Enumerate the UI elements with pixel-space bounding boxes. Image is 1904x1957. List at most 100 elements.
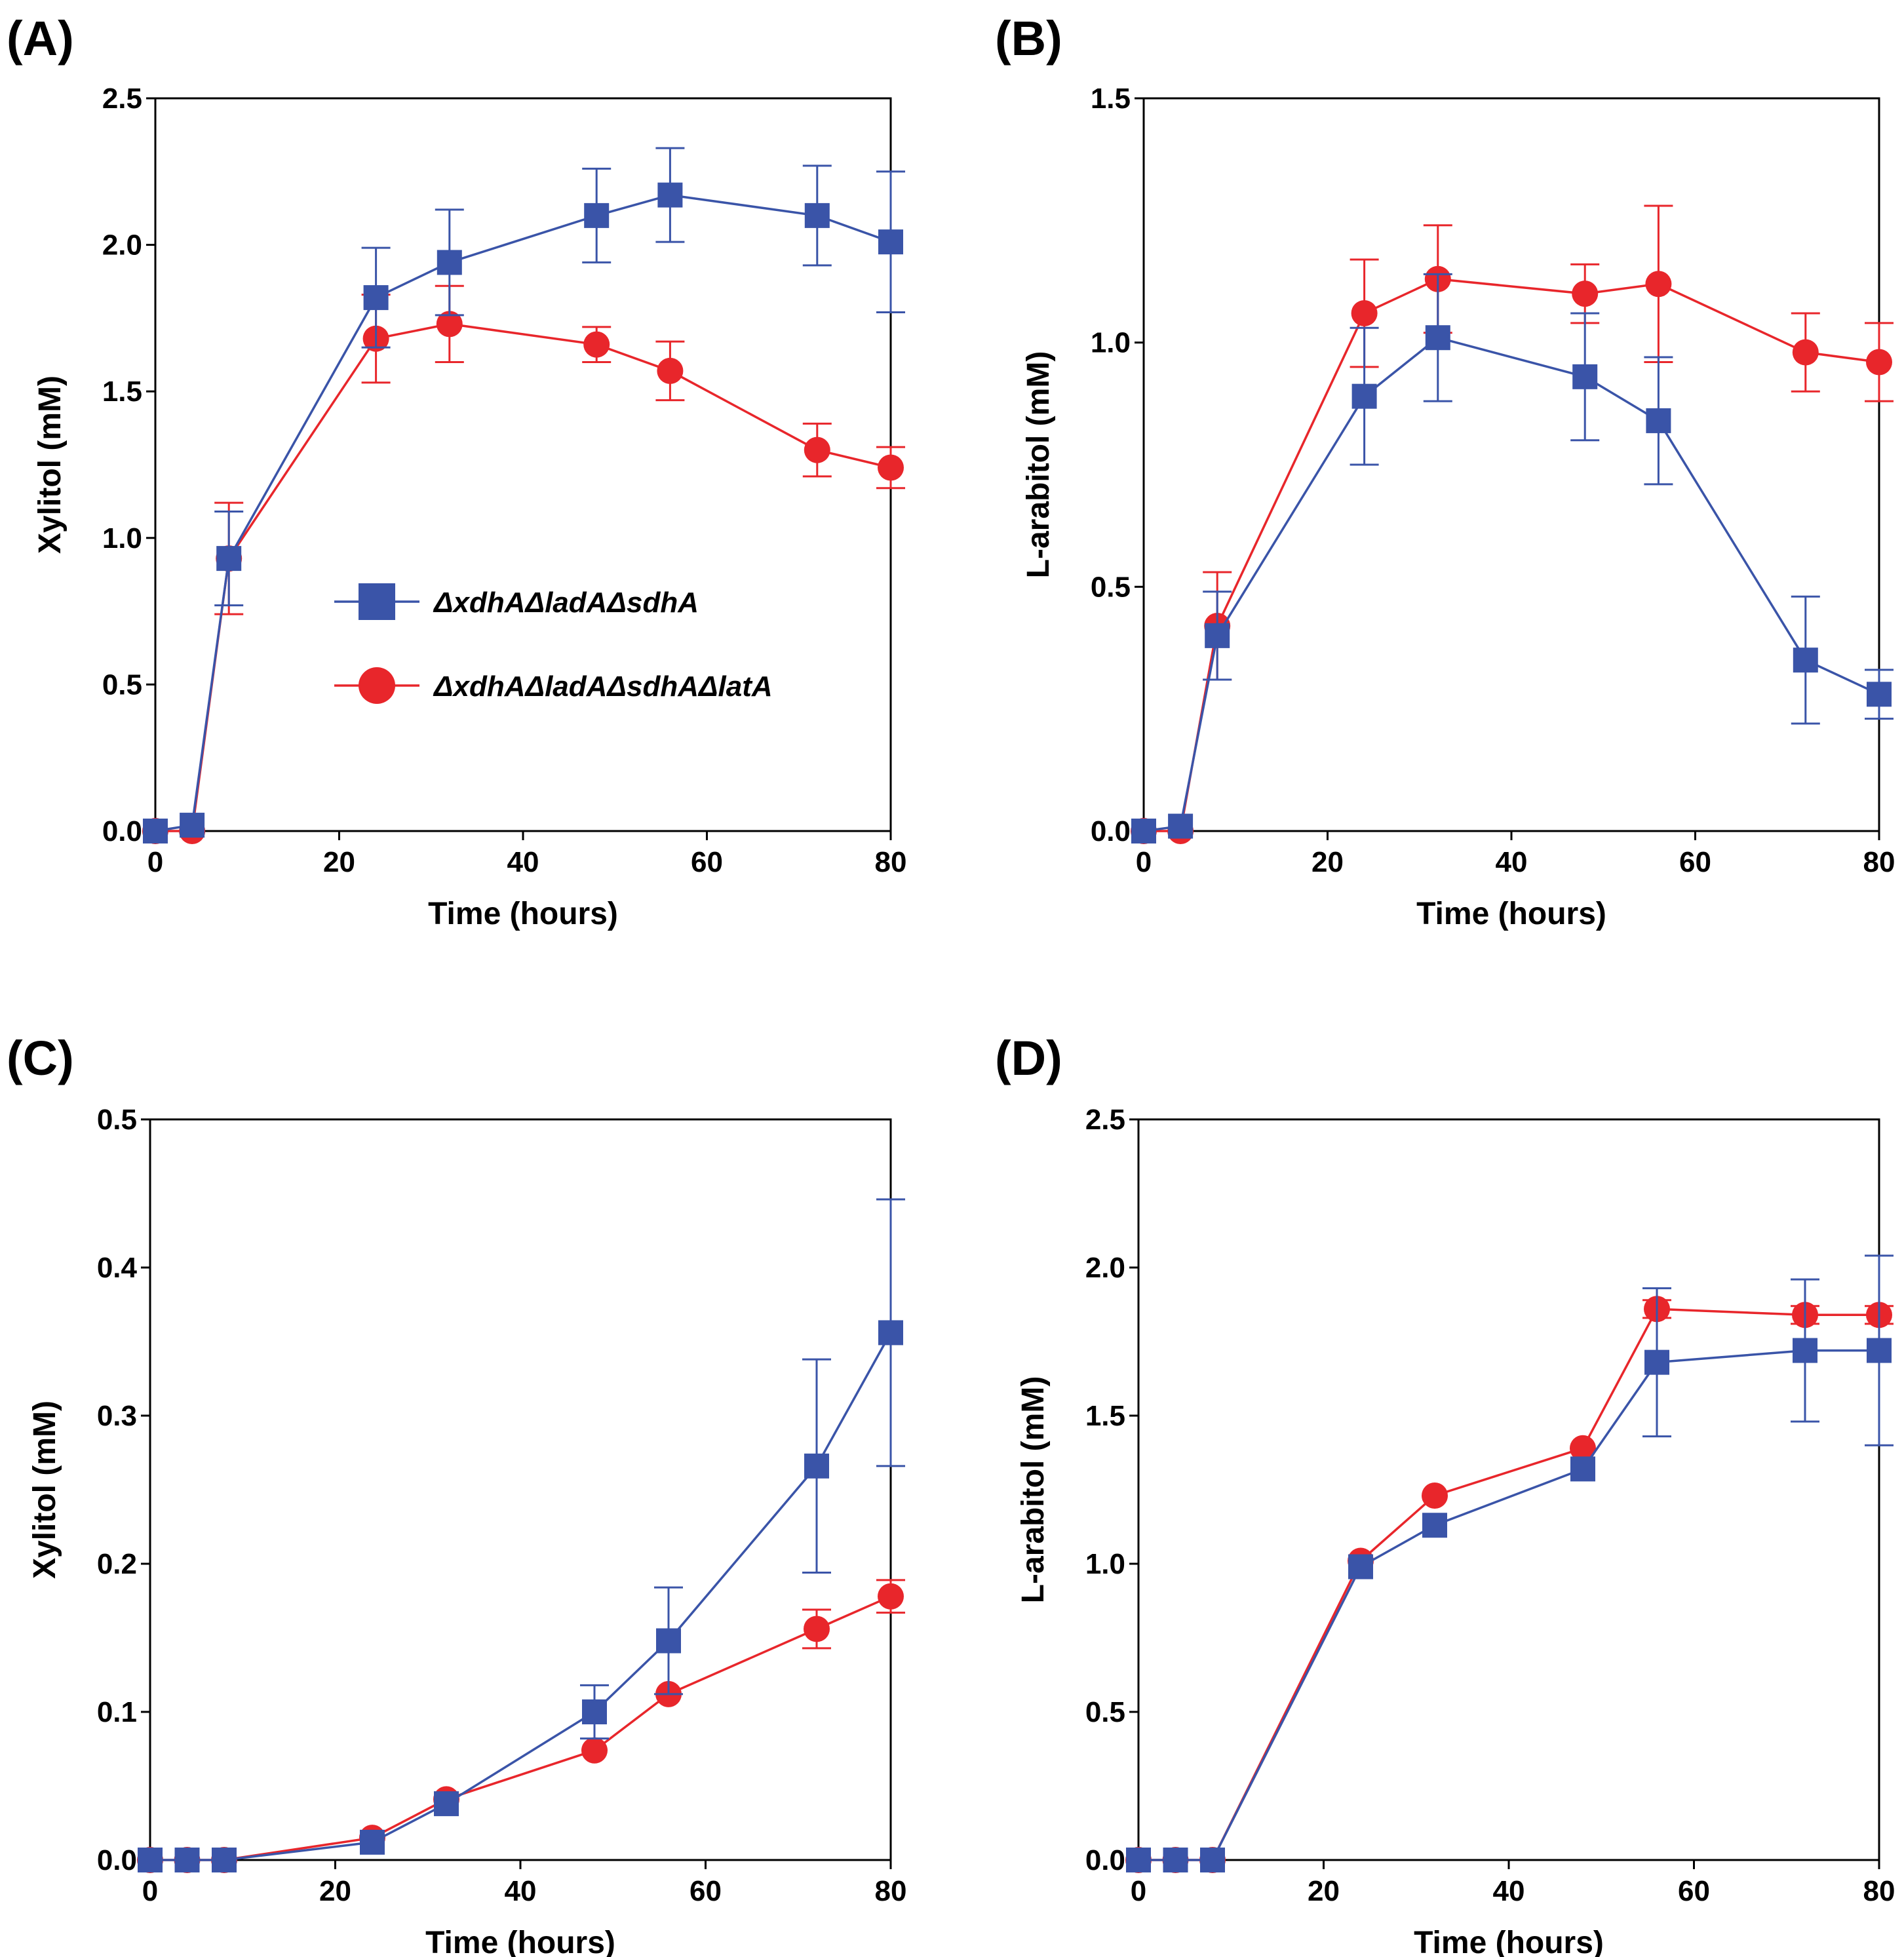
series-line bbox=[155, 322, 891, 832]
series-blue-squares bbox=[143, 147, 905, 843]
data-point-square bbox=[1422, 1513, 1447, 1538]
data-point-square bbox=[1867, 1338, 1892, 1363]
data-point-square bbox=[582, 1699, 607, 1724]
x-tick-label: 0 bbox=[147, 846, 163, 878]
data-point-circle bbox=[1351, 300, 1378, 326]
x-tick-label: 60 bbox=[691, 846, 723, 878]
panel-label: (B) bbox=[995, 11, 1062, 66]
y-tick-label: 1.5 bbox=[1085, 1400, 1125, 1432]
panel-label: (A) bbox=[7, 11, 74, 66]
data-point-square bbox=[878, 229, 903, 255]
y-axis-title: L-arabitol (mM) bbox=[1016, 1376, 1051, 1604]
data-point-square bbox=[1793, 1338, 1817, 1363]
x-tick-label: 20 bbox=[1308, 1875, 1340, 1907]
chart-panel-d: (D) 0.0 0.5 1.0 1.5 2.0 2.5 0 20 40 60 80 Time (hour… bbox=[995, 1031, 1895, 1957]
y-tick-label: 0.3 bbox=[97, 1400, 137, 1432]
data-point-square bbox=[1646, 408, 1671, 433]
data-point-circle bbox=[581, 1737, 608, 1764]
series-red-circles bbox=[1131, 204, 1894, 844]
data-point-square bbox=[434, 1791, 459, 1817]
y-tick-label: 2.0 bbox=[102, 229, 142, 262]
series-line bbox=[1144, 278, 1880, 832]
x-tick-label: 40 bbox=[1493, 1875, 1525, 1907]
legend-square-marker bbox=[359, 583, 395, 620]
data-point-square bbox=[360, 1829, 385, 1855]
legend-entry: ΔxdhAΔladAΔsdhAΔlatA bbox=[334, 667, 773, 704]
series-red-circles bbox=[142, 284, 905, 844]
data-point-square bbox=[1572, 364, 1598, 389]
x-tick-label: 60 bbox=[1679, 846, 1711, 878]
plot-frame bbox=[1142, 97, 1880, 832]
data-point-square bbox=[216, 546, 242, 572]
data-point-square bbox=[657, 182, 683, 208]
x-tick-label: 40 bbox=[507, 846, 539, 878]
y-tick-label: 0.0 bbox=[1085, 1844, 1125, 1876]
y-tick-label: 0.5 bbox=[97, 1104, 137, 1136]
data-point-square bbox=[1425, 325, 1450, 351]
series-blue-squares bbox=[1126, 1254, 1894, 1872]
y-tick-label: 2.5 bbox=[1085, 1104, 1125, 1136]
plot-frame bbox=[149, 1118, 892, 1861]
data-point-square bbox=[363, 285, 389, 311]
data-point-circle bbox=[1570, 1435, 1596, 1462]
y-axis-title: L-arabitol (mM) bbox=[1021, 351, 1056, 579]
x-axis-title: Time (hours) bbox=[1416, 897, 1606, 931]
y-tick-label: 0.2 bbox=[97, 1548, 137, 1580]
data-point-square bbox=[180, 813, 205, 838]
x-tick-label: 20 bbox=[319, 1875, 351, 1907]
legend: ΔxdhAΔladAΔsdhA ΔxdhAΔladAΔsdhAΔlatA bbox=[334, 583, 773, 704]
x-tick-label: 40 bbox=[505, 1875, 537, 1907]
data-point-circle bbox=[436, 311, 463, 338]
data-point-circle bbox=[1572, 281, 1599, 307]
x-tick-label: 20 bbox=[1311, 846, 1344, 878]
x-tick-label: 80 bbox=[875, 1875, 907, 1907]
data-point-circle bbox=[1866, 349, 1892, 376]
data-point-square bbox=[804, 1453, 829, 1479]
chart-panel-c: (C) 0.0 0.1 0.2 0.3 0.4 0.5 0 20 40 60 80 Time (hour… bbox=[7, 1031, 906, 1957]
x-tick-label: 80 bbox=[1863, 1875, 1895, 1907]
plot-frame bbox=[154, 97, 892, 832]
y-axis-title: Xylitol (mM) bbox=[33, 376, 68, 554]
chart-panel-b: (B) 0.0 0.5 1.0 1.5 0 20 40 60 80 Time (hours) L-ar… bbox=[995, 11, 1895, 931]
x-tick-label: 60 bbox=[690, 1875, 722, 1907]
y-tick-label: 0.0 bbox=[102, 815, 142, 847]
series-line bbox=[150, 1332, 892, 1861]
y-tick-label: 2.5 bbox=[102, 83, 142, 115]
data-point-square bbox=[1131, 819, 1156, 843]
plot-frame bbox=[1137, 1118, 1880, 1861]
data-point-square bbox=[1348, 1554, 1373, 1579]
x-tick-label: 60 bbox=[1678, 1875, 1710, 1907]
legend-label: ΔxdhAΔladAΔsdhAΔlatA bbox=[433, 670, 773, 703]
data-point-square bbox=[1200, 1848, 1225, 1872]
x-axis-title: Time (hours) bbox=[1414, 1926, 1604, 1957]
panel-label: (C) bbox=[7, 1031, 74, 1085]
series-line bbox=[1138, 1308, 1879, 1861]
data-point-circle bbox=[804, 1616, 830, 1642]
data-point-circle bbox=[657, 357, 684, 384]
data-point-square bbox=[1644, 1349, 1669, 1375]
x-tick-label: 0 bbox=[1136, 846, 1152, 878]
data-point-square bbox=[1163, 1848, 1188, 1872]
data-point-square bbox=[804, 203, 830, 228]
y-axis-title: Xylitol (mM) bbox=[28, 1401, 62, 1579]
y-tick-label: 1.5 bbox=[102, 376, 142, 408]
data-point-square bbox=[1793, 648, 1818, 673]
series-red-circles bbox=[1125, 1296, 1894, 1873]
data-point-square bbox=[584, 203, 610, 228]
data-point-circle bbox=[1645, 271, 1672, 298]
x-tick-label: 80 bbox=[1863, 846, 1895, 878]
y-tick-label: 0.4 bbox=[97, 1252, 138, 1284]
series-blue-squares bbox=[1131, 273, 1894, 843]
data-point-square bbox=[1351, 383, 1377, 409]
data-point-square bbox=[143, 819, 168, 843]
data-point-circle bbox=[878, 454, 904, 481]
data-point-circle bbox=[804, 436, 830, 463]
data-point-square bbox=[1867, 682, 1892, 707]
series-red-circles bbox=[137, 1579, 905, 1873]
y-tick-label: 0.5 bbox=[1091, 571, 1131, 603]
y-tick-label: 0.0 bbox=[1091, 815, 1131, 847]
x-tick-label: 80 bbox=[875, 846, 907, 878]
data-point-circle bbox=[583, 331, 610, 358]
y-tick-label: 0.5 bbox=[102, 668, 142, 701]
data-point-square bbox=[878, 1320, 903, 1346]
